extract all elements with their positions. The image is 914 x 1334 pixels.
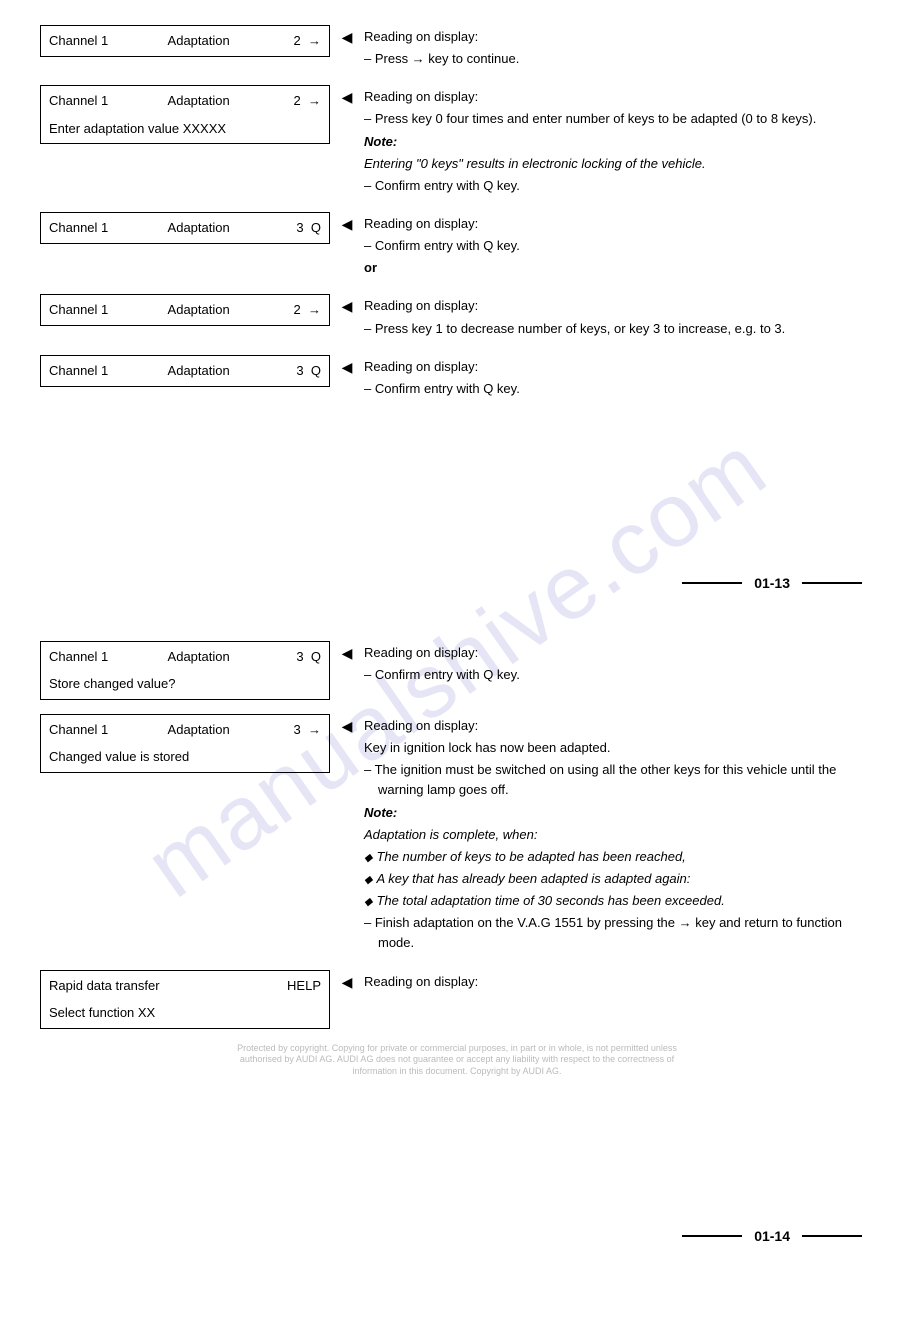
- page-number: 01-13: [754, 575, 790, 591]
- indicator-icon: ◀: [338, 355, 356, 376]
- step-row: Channel 1 Adaptation 2 → ◀ Reading on di…: [40, 294, 874, 340]
- value-col: 2 →: [289, 91, 321, 111]
- indicator-icon: ◀: [338, 641, 356, 662]
- value-col: 2 →: [289, 31, 321, 51]
- indicator-icon: ◀: [338, 294, 356, 315]
- value-col: 3 →: [289, 720, 321, 740]
- indicator-icon: ◀: [338, 212, 356, 233]
- indicator-icon: ◀: [338, 970, 356, 991]
- description-text: Reading on display: – Confirm entry with…: [364, 641, 874, 687]
- display-line2: Changed value is stored: [49, 747, 321, 767]
- value-col: 3 Q: [289, 218, 321, 238]
- page-number: 01-14: [754, 1228, 790, 1244]
- indicator-icon: ◀: [338, 85, 356, 106]
- step-row: Channel 1 Adaptation 3 → Changed value i…: [40, 714, 874, 956]
- adaptation-label: Adaptation: [168, 361, 230, 381]
- channel-label: Channel 1: [49, 300, 108, 320]
- channel-label: Channel 1: [49, 361, 108, 381]
- description-text: Reading on display: Key in ignition lock…: [364, 714, 874, 956]
- step-row: Channel 1 Adaptation 2 → ◀ Reading on di…: [40, 25, 874, 71]
- step-row: Channel 1 Adaptation 2 → Enter adaptatio…: [40, 85, 874, 198]
- display-box: Channel 1 Adaptation 3 Q: [40, 212, 330, 244]
- display-box: Channel 1 Adaptation 3 Q: [40, 355, 330, 387]
- adaptation-label: Adaptation: [168, 31, 230, 51]
- description-text: Reading on display: – Press → key to con…: [364, 25, 874, 71]
- description-text: Reading on display: – Press key 0 four t…: [364, 85, 874, 198]
- channel-label: Channel 1: [49, 218, 108, 238]
- adaptation-label: Adaptation: [168, 720, 230, 740]
- value-col: 3 Q: [289, 361, 321, 381]
- rapid-transfer-label: Rapid data transfer: [49, 976, 160, 996]
- display-line2: Select function XX: [49, 1003, 321, 1023]
- value-col: 2 →: [289, 300, 321, 320]
- display-box: Channel 1 Adaptation 3 → Changed value i…: [40, 714, 330, 773]
- display-box: Channel 1 Adaptation 3 Q Store changed v…: [40, 641, 330, 700]
- copyright-text: Protected by copyright. Copying for priv…: [217, 1043, 697, 1078]
- help-label: HELP: [287, 976, 321, 996]
- page-number-row: 01-14: [40, 1228, 874, 1244]
- display-box: Channel 1 Adaptation 2 →: [40, 25, 330, 57]
- adaptation-label: Adaptation: [168, 300, 230, 320]
- channel-label: Channel 1: [49, 31, 108, 51]
- display-line2: Store changed value?: [49, 674, 321, 694]
- channel-label: Channel 1: [49, 647, 108, 667]
- step-row: Rapid data transfer HELP Select function…: [40, 970, 874, 1029]
- adaptation-label: Adaptation: [168, 91, 230, 111]
- channel-label: Channel 1: [49, 91, 108, 111]
- display-line2: Enter adaptation value XXXXX: [49, 119, 321, 139]
- page-number-row: 01-13: [40, 575, 874, 591]
- description-text: Reading on display: – Confirm entry with…: [364, 212, 874, 280]
- display-box: Channel 1 Adaptation 2 → Enter adaptatio…: [40, 85, 330, 144]
- step-row: Channel 1 Adaptation 3 Q Store changed v…: [40, 641, 874, 700]
- step-row: Channel 1 Adaptation 3 Q ◀ Reading on di…: [40, 355, 874, 401]
- channel-label: Channel 1: [49, 720, 108, 740]
- description-text: Reading on display: – Confirm entry with…: [364, 355, 874, 401]
- indicator-icon: ◀: [338, 25, 356, 46]
- display-box: Rapid data transfer HELP Select function…: [40, 970, 330, 1029]
- adaptation-label: Adaptation: [168, 218, 230, 238]
- adaptation-label: Adaptation: [168, 647, 230, 667]
- value-col: 3 Q: [289, 647, 321, 667]
- description-text: Reading on display: – Press key 1 to dec…: [364, 294, 874, 340]
- description-text: Reading on display:: [364, 970, 874, 994]
- display-box: Channel 1 Adaptation 2 →: [40, 294, 330, 326]
- indicator-icon: ◀: [338, 714, 356, 735]
- page-content: Channel 1 Adaptation 2 → ◀ Reading on di…: [40, 25, 874, 1244]
- step-row: Channel 1 Adaptation 3 Q ◀ Reading on di…: [40, 212, 874, 280]
